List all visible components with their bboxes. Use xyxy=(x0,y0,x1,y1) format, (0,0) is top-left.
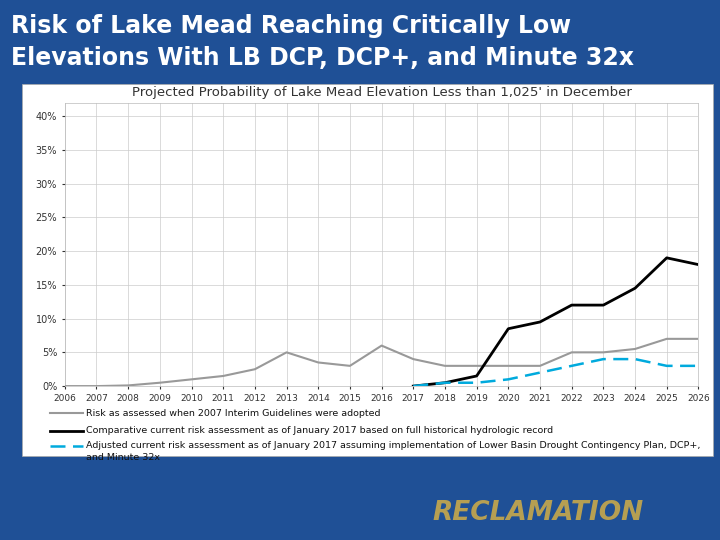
Text: Comparative current risk assessment as of January 2017 based on full historical : Comparative current risk assessment as o… xyxy=(86,427,554,435)
Text: Risk as assessed when 2007 Interim Guidelines were adopted: Risk as assessed when 2007 Interim Guide… xyxy=(86,409,381,417)
Text: Elevations With LB DCP, DCP+, and Minute 32x: Elevations With LB DCP, DCP+, and Minute… xyxy=(11,46,634,70)
Text: and Minute 32x: and Minute 32x xyxy=(86,453,161,462)
Text: Adjusted current risk assessment as of January 2017 assuming implementation of L: Adjusted current risk assessment as of J… xyxy=(86,441,701,450)
Text: RECLAMATION: RECLAMATION xyxy=(432,501,643,526)
Text: Risk of Lake Mead Reaching Critically Low: Risk of Lake Mead Reaching Critically Lo… xyxy=(11,14,571,37)
Title: Projected Probability of Lake Mead Elevation Less than 1,025' in December: Projected Probability of Lake Mead Eleva… xyxy=(132,86,631,99)
